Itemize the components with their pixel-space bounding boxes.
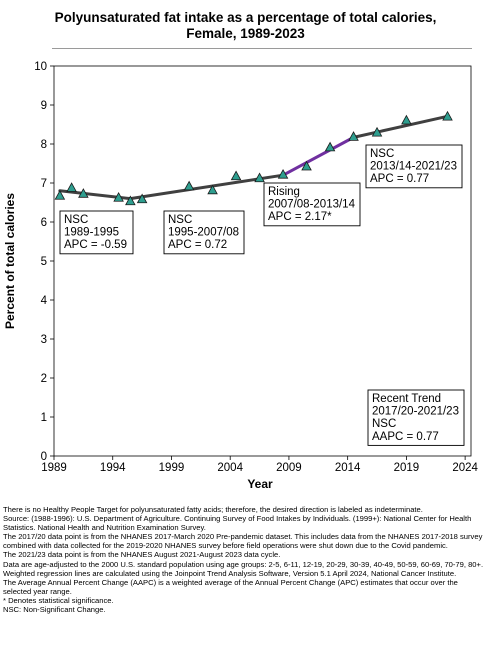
x-axis: 1989 1994 1999 2004 2009 2014 2019 2024 (41, 456, 479, 474)
annotation-text: 2017/20-2021/23 (372, 406, 459, 418)
y-tick-label: 10 (34, 61, 47, 73)
x-tick-label: 1994 (100, 462, 126, 474)
data-point (125, 195, 136, 206)
data-point (230, 170, 242, 181)
y-tick-label: 2 (41, 373, 47, 385)
regression-segment (281, 135, 356, 177)
x-axis-title: Year (247, 477, 273, 491)
x-tick-label: 2019 (394, 462, 420, 474)
y-tick-label: 8 (41, 139, 47, 151)
annotation-text: APC = -0.59 (64, 239, 127, 251)
annotation-box (367, 389, 465, 446)
y-tick-label: 7 (41, 178, 47, 190)
y-tick-label: 0 (41, 451, 47, 463)
x-tick-label: 2009 (276, 462, 302, 474)
data-point (301, 160, 312, 171)
y-tick-label: 5 (41, 256, 47, 268)
footnote-line: Data are age-adjusted to the 2000 U.S. s… (3, 559, 484, 569)
annotation-text: NSC (168, 214, 192, 226)
annotation-text: Rising (268, 186, 300, 198)
annotation-text: Recent Trend (372, 393, 441, 405)
footnote-line: Source: (1988-1996): U.S. Department of … (3, 514, 472, 533)
y-tick-label: 4 (41, 295, 48, 307)
footnotes: There is no Healthy People Target for po… (3, 505, 487, 614)
data-point (371, 126, 383, 137)
footnote-line: The 2021/23 data point is from the NHANE… (3, 550, 281, 560)
line-chart: 0 1 2 3 4 5 6 7 8 9 10 1989 1994 1999 2004 2009 2014 201… (3, 61, 479, 491)
annotation-text: 2013/14-2021/23 (370, 161, 457, 173)
annotation-box (163, 210, 245, 255)
annotation-text: APC = 0.77 (370, 173, 429, 185)
data-point (348, 131, 359, 141)
annotation-text: NSC (64, 214, 88, 226)
footnote-line: The Average Annual Percent Change (AAPC)… (3, 577, 458, 596)
x-tick-label: 2004 (217, 462, 243, 474)
annotation-text: 2007/08-2013/14 (268, 199, 356, 211)
annotation-text: APC = 0.72 (168, 239, 227, 251)
annotation-text: NSC (370, 148, 394, 160)
y-tick-label: 9 (41, 100, 47, 112)
footnote-line: * Denotes statistical significance. (3, 595, 114, 605)
annotation-text: 1989-1995 (64, 227, 119, 239)
data-point (401, 114, 412, 125)
data-point (442, 110, 453, 121)
annotation-text: 1995-2007/08 (168, 227, 239, 239)
footnote-line: Weighted regression lines are calculated… (3, 568, 457, 578)
data-point (254, 172, 265, 183)
x-tick-label: 1999 (159, 462, 185, 474)
data-point (78, 188, 89, 198)
y-axis-title: Percent of total calories (3, 193, 17, 329)
data-point (66, 182, 77, 192)
annotation-text: APC = 2.17* (268, 211, 332, 223)
regression-segment (352, 114, 450, 139)
x-tick-label: 2024 (452, 462, 478, 474)
footnote-line: NSC: Non-Significant Change. (3, 605, 106, 615)
y-tick-label: 3 (41, 334, 47, 346)
data-point (207, 184, 218, 195)
y-axis: 0 1 2 3 4 5 6 7 8 9 10 (34, 61, 54, 463)
chart-title: Polyunsaturated fat intake as a percenta… (54, 10, 437, 41)
observed-points (54, 110, 453, 206)
data-point (136, 193, 148, 204)
data-point (54, 190, 66, 200)
x-tick-label: 2014 (335, 462, 361, 474)
annotation-text: NSC (372, 418, 396, 430)
annotation-box (59, 210, 134, 255)
data-point (277, 168, 289, 179)
footnote-line: There is no Healthy People Target for po… (3, 505, 423, 514)
annotation-box (365, 144, 463, 189)
footnote-line: The 2017/20 data point is from the NHANE… (3, 532, 483, 551)
data-point (324, 141, 336, 152)
data-point (183, 180, 195, 191)
x-tick-label: 1989 (41, 462, 67, 474)
title-divider (52, 48, 472, 49)
annotation-text: AAPC = 0.77 (372, 431, 439, 443)
annotation-box (263, 182, 361, 227)
y-tick-label: 1 (41, 412, 47, 424)
y-tick-label: 6 (41, 217, 47, 229)
data-point (113, 191, 124, 202)
